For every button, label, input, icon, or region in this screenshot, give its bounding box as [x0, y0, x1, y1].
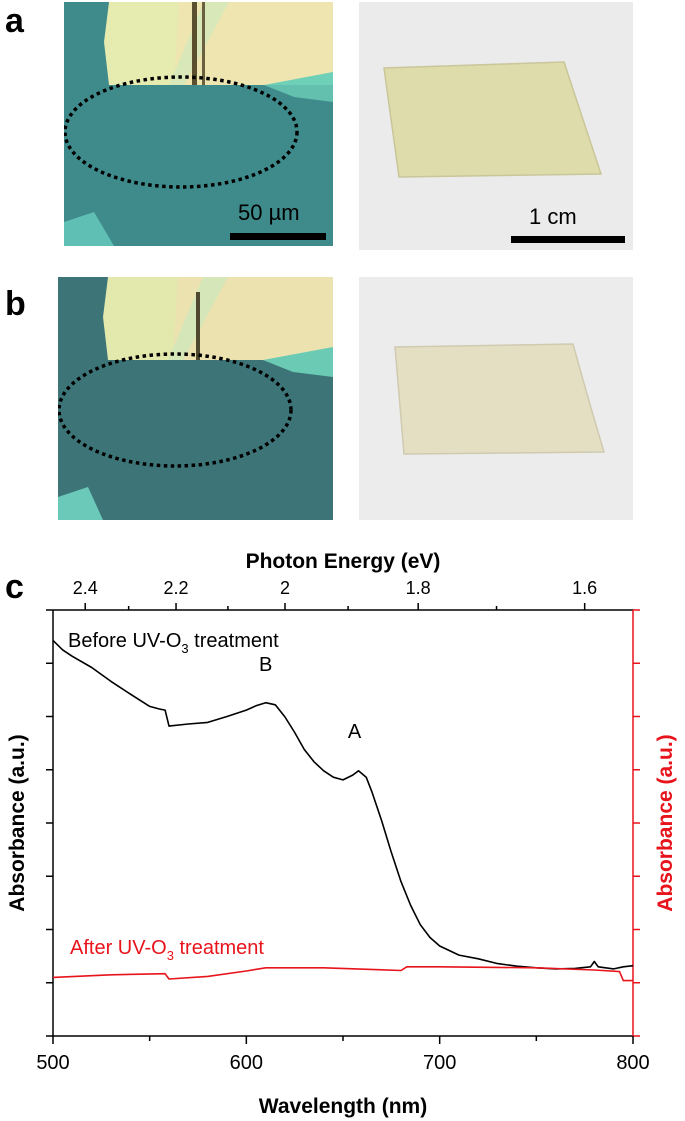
series-before-line	[52, 639, 634, 970]
legend-before: Before UV-O3 treatment	[68, 630, 279, 656]
top-axis-title: Photon Energy (eV)	[246, 550, 441, 573]
scale-bar-micro	[230, 233, 326, 240]
micrograph-before: 50 µm	[64, 2, 333, 246]
top-tick-label: 1.6	[572, 578, 597, 598]
annotation-b: B	[259, 654, 272, 676]
micrograph-after	[58, 277, 333, 520]
panel-label-a: a	[5, 2, 24, 40]
x-tick-label: 600	[230, 1052, 263, 1074]
panel-label-c: c	[5, 568, 24, 606]
film-photo-after	[359, 277, 633, 520]
x-tick-label: 700	[423, 1052, 456, 1074]
region-ellipse	[64, 75, 299, 189]
legend-after: After UV-O3 treatment	[70, 937, 264, 963]
film-photo-before: 1 cm	[359, 2, 633, 250]
annotation-a: A	[348, 721, 362, 743]
series-after-line	[52, 965, 633, 982]
scale-bar-photo	[511, 236, 625, 243]
x-axis-title: Wavelength (nm)	[259, 1095, 427, 1118]
y-axis-title-right: Absorbance (a.u.)	[654, 734, 677, 911]
scale-label-photo: 1 cm	[529, 204, 577, 229]
scale-label-micro: 50 µm	[238, 200, 300, 225]
region-ellipse	[58, 352, 293, 468]
top-tick-label: 2.2	[164, 578, 189, 598]
top-tick-label: 1.8	[406, 578, 431, 598]
x-tick-label: 500	[36, 1052, 69, 1074]
panel-label-b: b	[5, 285, 26, 323]
y-axis-title-left: Absorbance (a.u.)	[6, 734, 29, 911]
top-tick-label: 2	[280, 578, 290, 598]
absorbance-chart: Photon Energy (eV) 500 600 700 800 2.4 2.2 2 1.…	[6, 550, 677, 1118]
x-tick-label: 800	[616, 1052, 649, 1074]
top-tick-label: 2.4	[73, 578, 98, 598]
